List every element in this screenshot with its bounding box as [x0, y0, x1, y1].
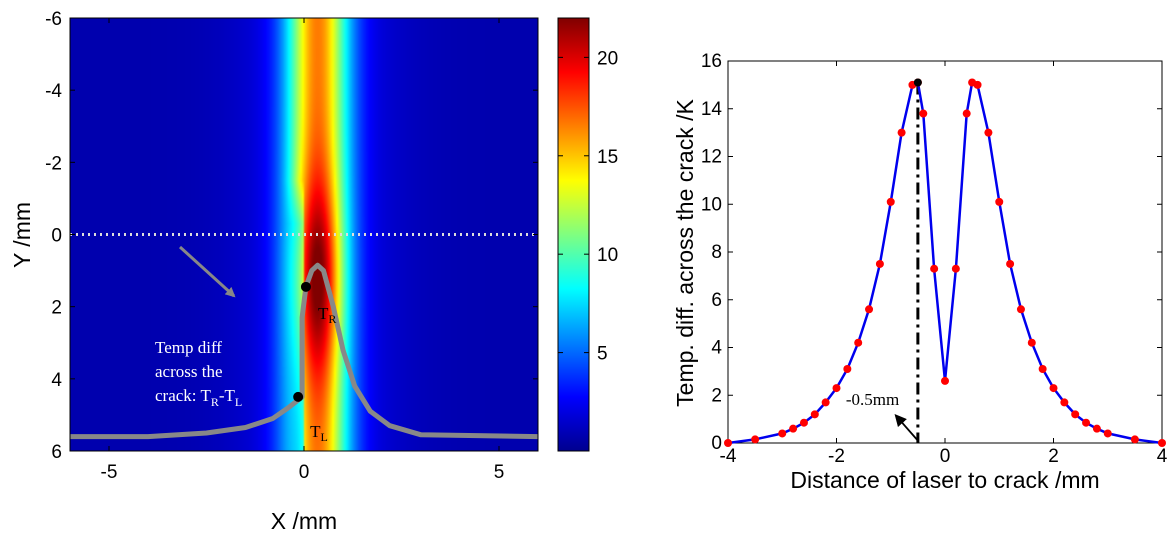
line-xtick-label: -2	[828, 446, 845, 467]
line-ticks: -4 -2 0 2 4 0 2 4 6 8 10 12 14 16	[701, 51, 1168, 467]
data-point	[973, 80, 982, 89]
data-point	[799, 418, 808, 427]
data-point	[789, 424, 798, 433]
heat-ytick-label: 4	[51, 370, 62, 391]
data-point	[1027, 338, 1036, 347]
line-panel: -4 -2 0 2 4 0 2 4 6 8 10 12 14 16 -0.5mm Distance of …	[672, 51, 1168, 493]
heat-ytick-label: 6	[51, 442, 62, 463]
data-point	[930, 264, 939, 273]
data-point	[1082, 418, 1091, 427]
line-ytick-label: 6	[711, 290, 722, 311]
heatmap-ylabel: Y /mm	[9, 202, 35, 268]
data-point	[984, 128, 993, 137]
data-point	[1092, 424, 1101, 433]
line-ytick-label: 16	[701, 51, 722, 72]
data-point	[832, 384, 841, 393]
line-xtick-label: 0	[940, 446, 951, 467]
data-point	[1006, 259, 1015, 268]
heat-xtick-label: -5	[101, 462, 118, 483]
data-point	[1071, 410, 1080, 419]
data-point	[941, 376, 949, 385]
data-point	[962, 109, 971, 118]
line-xlabel: Distance of laser to crack /mm	[790, 467, 1099, 493]
temp-diff-curve	[70, 262, 539, 440]
data-point	[1049, 384, 1058, 393]
heat-ytick-label: -4	[45, 81, 62, 102]
line-frame	[727, 60, 1163, 444]
colorbar-gradient	[557, 17, 590, 452]
annotation-text: -0.5mm	[846, 390, 899, 409]
data-point	[951, 264, 960, 273]
heat-xtick-label: 0	[299, 462, 310, 483]
data-point	[1158, 439, 1166, 447]
annotated-point	[913, 78, 922, 87]
line-ytick-label: 8	[711, 242, 722, 263]
annotation-arrow-black	[894, 414, 919, 442]
data-point	[843, 364, 852, 373]
data-point	[897, 128, 906, 137]
heat-xtick-label: 5	[494, 462, 505, 483]
data-point	[886, 197, 895, 206]
cb-tick-label: 10	[597, 245, 618, 266]
data-point	[810, 410, 819, 419]
heat-ytick-label: -2	[45, 153, 62, 174]
data-point	[778, 429, 787, 438]
cb-tick-label: 15	[597, 147, 618, 168]
line-xtick-label: -4	[720, 446, 737, 467]
data-point	[854, 338, 863, 347]
heatmap-xlabel: X /mm	[271, 508, 337, 534]
data-point	[865, 305, 874, 314]
annotation-arrow	[178, 245, 236, 298]
data-point	[1016, 305, 1025, 314]
data-point	[995, 197, 1004, 206]
heat-ytick-label: 0	[51, 226, 62, 247]
heat-ytick-label: 2	[51, 298, 62, 319]
line-ytick-label: 12	[701, 147, 722, 168]
annotation-line-2: across the	[155, 362, 223, 381]
annotation-line-1: Temp diff	[155, 338, 222, 357]
heat-ytick-label: -6	[45, 9, 62, 30]
data-point	[724, 439, 732, 447]
data-point	[1130, 435, 1139, 444]
line-xtick-label: 2	[1048, 446, 1059, 467]
data-point	[919, 109, 928, 118]
line-xtick-label: 4	[1157, 446, 1168, 467]
cb-tick-label: 5	[597, 344, 608, 365]
line-ytick-label: 0	[711, 433, 722, 454]
line-ylabel: Temp. diff. across the crack /K	[672, 99, 698, 407]
marker-dot-0	[300, 281, 311, 292]
series-points	[724, 78, 1166, 447]
data-point	[821, 398, 830, 407]
line-ytick-label: 4	[711, 338, 722, 359]
data-point	[1038, 364, 1047, 373]
line-ytick-label: 10	[701, 194, 722, 215]
data-point	[1103, 429, 1112, 438]
data-point	[875, 259, 884, 268]
heatmap-ticks: -5 0 5 -6 -4 -2 0 2 4 6	[45, 9, 538, 483]
cb-tick-label: 20	[597, 48, 618, 69]
data-point	[751, 435, 760, 444]
line-ytick-label: 14	[701, 99, 723, 120]
data-point	[1060, 398, 1069, 407]
line-ytick-label: 2	[711, 385, 722, 406]
marker-dot-1	[293, 391, 304, 402]
annotation-line-3: crack: TR-TL	[155, 386, 242, 409]
colorbar: 5 10 15 20	[557, 17, 618, 452]
colorbar-ticks: 5 10 15 20	[558, 48, 618, 365]
